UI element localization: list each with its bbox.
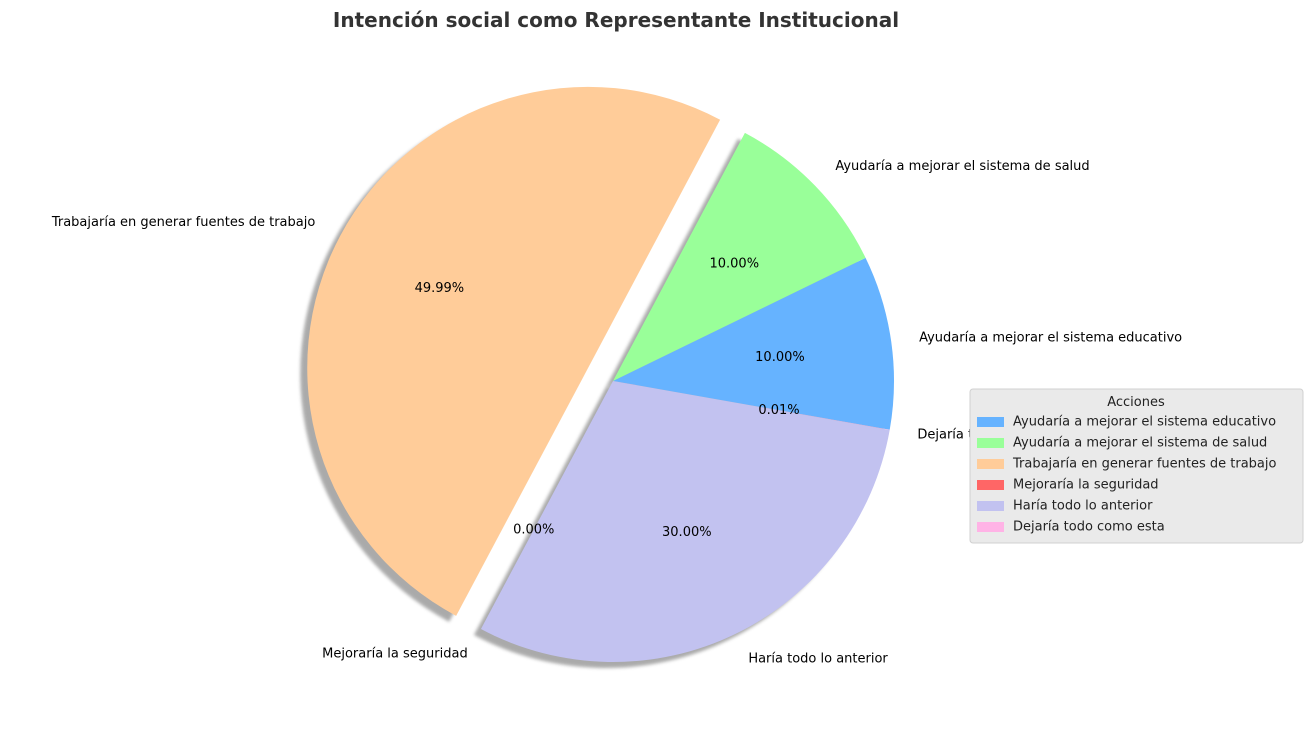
legend-swatch-trabajaria-en-generar-fuentes-de-trabajo: [977, 459, 1004, 469]
legend: Acciones Ayudaría a mejorar el sistema e…: [969, 388, 1304, 544]
legend-swatch-ayudaria-a-mejorar-el-sistema-de-salud: [977, 438, 1004, 448]
legend-label-mejoraria-la-seguridad: Mejoraría la seguridad: [1013, 478, 1159, 493]
pct-label-mejoraria-la-seguridad: 0.00%: [513, 522, 554, 537]
pie-slice-haria-todo-lo-anterior: [480, 381, 890, 662]
legend-label-ayudaria-a-mejorar-el-sistema-educativo: Ayudaría a mejorar el sistema educativo: [1013, 415, 1276, 430]
pct-label-ayudaria-a-mejorar-el-sistema-educativo: 10.00%: [755, 350, 805, 365]
pct-label-dejaria-todo-como-esta: 0.01%: [758, 403, 799, 418]
pie-slice-ayudaria-a-mejorar-el-sistema-educativo: [613, 257, 894, 430]
slice-label-ayudaria-a-mejorar-el-sistema-de-salud: Ayudaría a mejorar el sistema de salud: [835, 159, 1089, 174]
pct-label-ayudaria-a-mejorar-el-sistema-de-salud: 10.00%: [709, 256, 759, 271]
chart-title: Intención social como Representante Inst…: [333, 8, 899, 32]
pct-label-haria-todo-lo-anterior: 30.00%: [662, 525, 712, 540]
slice-label-haria-todo-lo-anterior: Haría todo lo anterior: [748, 651, 888, 666]
legend-items: Ayudaría a mejorar el sistema educativo A…: [977, 415, 1277, 535]
slice-label-mejoraria-la-seguridad: Mejoraría la seguridad: [322, 646, 468, 661]
pct-label-trabajaria-en-generar-fuentes-de-trabajo: 49.99%: [415, 281, 465, 296]
legend-title: Acciones: [1107, 395, 1165, 410]
legend-swatch-dejaria-todo-como-esta: [977, 522, 1004, 532]
legend-label-haria-todo-lo-anterior: Haría todo lo anterior: [1013, 499, 1153, 514]
legend-swatch-ayudaria-a-mejorar-el-sistema-educativo: [977, 417, 1004, 427]
legend-label-dejaria-todo-como-esta: Dejaría todo como esta: [1013, 520, 1165, 535]
slice-label-ayudaria-a-mejorar-el-sistema-educativo: Ayudaría a mejorar el sistema educativo: [919, 330, 1182, 345]
pie-slice-ayudaria-a-mejorar-el-sistema-de-salud: [613, 132, 866, 381]
slice-label-trabajaria-en-generar-fuentes-de-trabajo: Trabajaría en generar fuentes de trabajo: [51, 215, 316, 230]
legend-swatch-haria-todo-lo-anterior: [977, 501, 1004, 511]
pie-slice-dejaria-todo-como-esta: [613, 381, 890, 430]
legend-label-ayudaria-a-mejorar-el-sistema-de-salud: Ayudaría a mejorar el sistema de salud: [1013, 436, 1267, 451]
legend-swatch-mejoraria-la-seguridad: [977, 480, 1004, 490]
pie-slices: [307, 86, 894, 662]
pie-slice-trabajaria-en-generar-fuentes-de-trabajo: [307, 86, 721, 616]
legend-label-trabajaria-en-generar-fuentes-de-trabajo: Trabajaría en generar fuentes de trabajo: [1012, 457, 1277, 472]
legend-box: [969, 388, 1304, 544]
